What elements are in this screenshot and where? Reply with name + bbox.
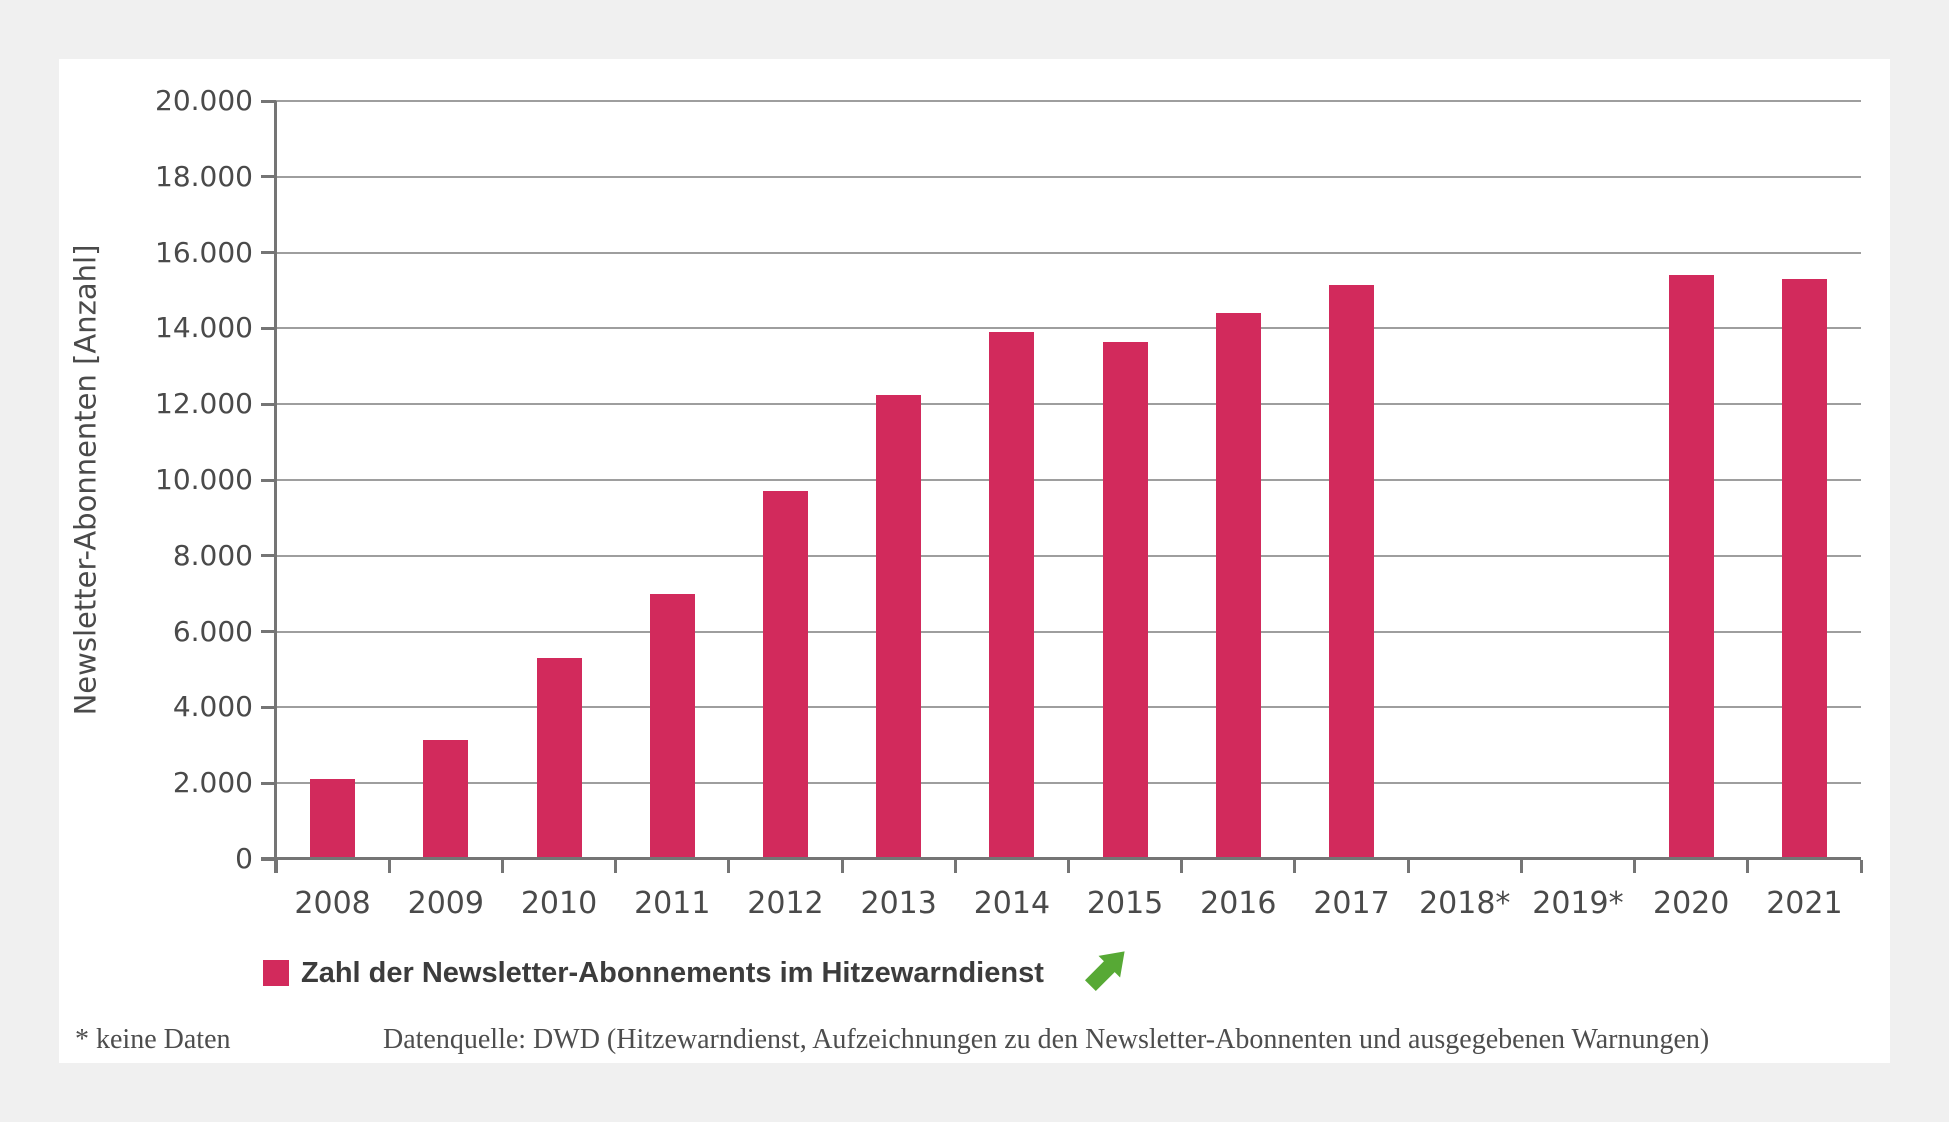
x-axis-tick: [1067, 860, 1070, 873]
x-tick-label: 2011: [634, 886, 711, 921]
y-tick-label: 2.000: [172, 766, 253, 800]
y-axis-tick: [261, 781, 276, 785]
bar-2011: [649, 593, 695, 859]
bar-2021: [1781, 279, 1827, 859]
x-tick-label: 2014: [973, 886, 1051, 921]
gridline: [276, 706, 1861, 709]
y-axis-tick: [261, 175, 276, 179]
x-axis-tick: [1519, 860, 1523, 873]
gridline: [276, 554, 1861, 557]
footnote-no-data: * keine Daten: [75, 1024, 231, 1055]
y-tick-label: 12.000: [155, 387, 253, 421]
x-axis-line: [261, 857, 1861, 860]
y-tick-label: 8.000: [172, 538, 253, 572]
y-axis-tick: [261, 705, 276, 709]
y-tick-label: 6.000: [172, 614, 253, 648]
legend-swatch: [263, 960, 289, 986]
x-tick-label: 2010: [520, 886, 598, 921]
y-tick-label: 16.000: [155, 235, 253, 269]
bar-2020: [1668, 275, 1714, 859]
x-tick-label: 2015: [1086, 886, 1164, 921]
y-tick-label: 14.000: [155, 311, 253, 345]
legend: Zahl der Newsletter-Abonnements im Hitze…: [263, 943, 1130, 1003]
x-tick-label: 2021: [1766, 886, 1843, 921]
x-axis-tick: [500, 860, 504, 873]
y-tick-label: 18.000: [155, 159, 253, 193]
x-axis-tick: [614, 860, 618, 873]
bar-2014: [989, 332, 1035, 859]
bar-2015: [1102, 341, 1148, 859]
x-tick-label: 2017: [1313, 886, 1390, 921]
legend-label: Zahl der Newsletter-Abonnements im Hitze…: [301, 956, 1044, 989]
y-axis-tick: [261, 554, 276, 558]
y-axis-line: [274, 101, 277, 873]
y-axis-title-text: Newsletter-Abonnenten [Anzahl]: [68, 244, 103, 716]
chart-card: Newsletter-Abonnenten [Anzahl] Zahl der …: [59, 59, 1890, 1063]
x-tick-label: 2008: [294, 886, 371, 921]
y-axis-tick: [261, 326, 276, 330]
y-axis-tick: [261, 251, 276, 255]
gridline: [276, 403, 1861, 406]
bar-2010: [536, 658, 582, 859]
x-axis-tick: [1180, 860, 1184, 873]
x-axis-tick: [1859, 860, 1863, 873]
x-tick-label: 2018*: [1419, 886, 1511, 921]
y-tick-label: 10.000: [155, 463, 253, 496]
y-tick-label: 20.000: [155, 84, 253, 117]
gridline: [276, 479, 1861, 481]
bar-2008: [310, 779, 356, 859]
plot-area: [261, 99, 1863, 873]
gridline: [276, 100, 1861, 102]
y-axis-tick: [261, 402, 276, 406]
gridline: [276, 782, 1861, 785]
y-tick-label: 4.000: [172, 690, 253, 724]
x-axis-tick: [1746, 860, 1750, 873]
x-tick-label: 2020: [1652, 886, 1730, 921]
x-tick-label: 2012: [747, 886, 824, 921]
x-axis-tick: [840, 860, 844, 873]
bar-2009: [423, 739, 469, 859]
trend-up-arrow-shape: [1084, 951, 1125, 991]
bar-2017: [1329, 284, 1375, 859]
gridline: [276, 175, 1861, 178]
x-axis-tick: [1406, 860, 1410, 873]
x-axis-tick: [387, 860, 391, 873]
data-source-text: Datenquelle: DWD (Hitzewarndienst, Aufze…: [383, 1024, 1710, 1055]
y-axis-tick: [261, 478, 276, 482]
y-axis-tick: [261, 99, 276, 103]
gridline: [276, 327, 1861, 330]
x-axis-tick: [1293, 860, 1297, 873]
x-axis-tick: [727, 860, 731, 873]
bar-2012: [762, 491, 808, 859]
x-tick-label: 2016: [1200, 886, 1277, 921]
x-tick-label: 2013: [860, 886, 937, 921]
y-tick-label: 0: [235, 842, 253, 875]
x-tick-label: 2009: [407, 886, 484, 921]
trend-up-arrow-icon: [1084, 951, 1125, 991]
x-axis-tick: [1633, 860, 1637, 873]
x-axis-tick: [953, 860, 957, 873]
x-tick-label: 2019*: [1532, 886, 1624, 921]
bar-2013: [876, 394, 922, 859]
gridline: [276, 630, 1861, 633]
bar-2016: [1215, 313, 1261, 859]
y-axis-tick: [261, 630, 276, 634]
gridline: [276, 251, 1861, 254]
